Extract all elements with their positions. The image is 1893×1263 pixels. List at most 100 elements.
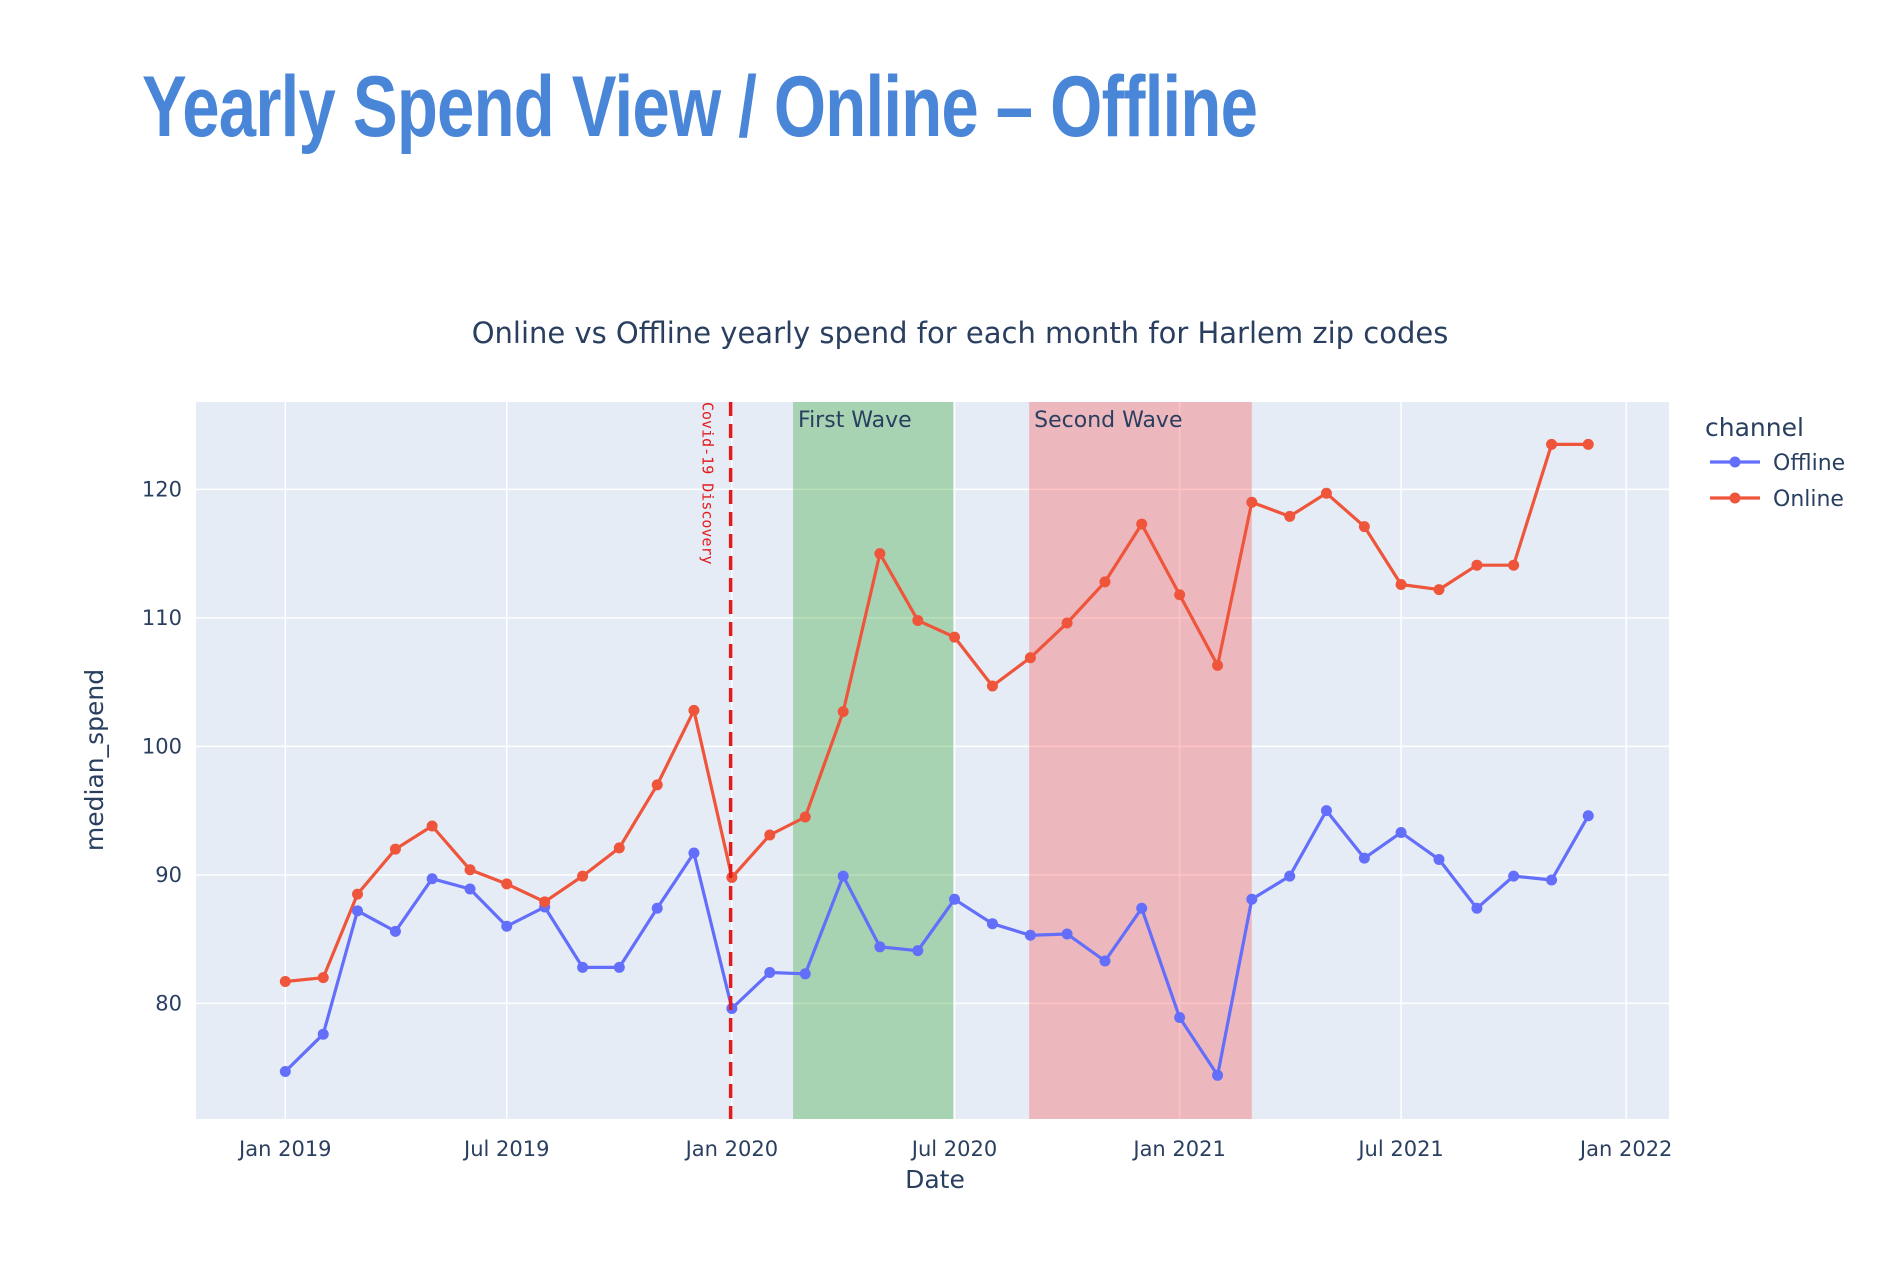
online-point bbox=[1174, 589, 1186, 601]
y-tick-label: 120 bbox=[142, 477, 182, 501]
x-tick-label: Jan 2022 bbox=[1578, 1137, 1673, 1161]
y-tick-label: 100 bbox=[142, 734, 182, 758]
online-point bbox=[577, 870, 589, 882]
online-point bbox=[1136, 518, 1148, 530]
second-wave-label: Second Wave bbox=[1034, 408, 1182, 433]
online-point bbox=[613, 842, 625, 854]
online-point bbox=[949, 631, 961, 643]
online-point bbox=[1099, 576, 1111, 588]
offline-point bbox=[799, 968, 811, 980]
first-wave-label: First Wave bbox=[798, 408, 912, 433]
online-point bbox=[1061, 617, 1073, 629]
online-point bbox=[764, 829, 776, 841]
slide-title: Yearly Spend View / Online – Offline bbox=[142, 59, 1258, 155]
offline-point bbox=[1582, 810, 1594, 822]
offline-point bbox=[1508, 870, 1520, 882]
x-tick-label: Jul 2021 bbox=[1356, 1137, 1443, 1161]
offline-point bbox=[351, 905, 363, 917]
offline-point bbox=[1395, 826, 1407, 838]
offline-point bbox=[389, 925, 401, 937]
online-point bbox=[799, 811, 811, 823]
offline-point bbox=[912, 945, 924, 957]
online-point bbox=[1395, 578, 1407, 590]
offline-point bbox=[688, 847, 700, 859]
x-tick-label: Jul 2020 bbox=[910, 1137, 997, 1161]
wave-bands: First Wave Second Wave bbox=[793, 402, 1252, 1119]
series-markers bbox=[279, 438, 1594, 1081]
offline-point bbox=[764, 967, 776, 979]
offline-point bbox=[279, 1065, 291, 1077]
online-point bbox=[874, 548, 886, 560]
offline-legend-label: Offline bbox=[1773, 451, 1845, 476]
online-point bbox=[501, 878, 513, 890]
online-point bbox=[1212, 659, 1224, 671]
y-tick-label: 80 bbox=[155, 991, 182, 1015]
offline-point bbox=[1174, 1011, 1186, 1023]
offline-point bbox=[426, 873, 438, 885]
y-tick-label: 110 bbox=[142, 606, 182, 630]
online-point bbox=[688, 704, 700, 716]
offline-point bbox=[1246, 893, 1258, 905]
online-point bbox=[1320, 487, 1332, 499]
series-lines bbox=[284, 442, 1590, 1077]
online-point bbox=[279, 976, 291, 988]
y-tick-label: 90 bbox=[155, 863, 182, 887]
offline-point bbox=[949, 893, 961, 905]
online-line bbox=[285, 442, 1589, 984]
offline-point bbox=[874, 941, 886, 953]
offline-point bbox=[1471, 902, 1483, 914]
offline-line bbox=[284, 808, 1590, 1077]
offline-point bbox=[1136, 902, 1148, 914]
online-point bbox=[1284, 510, 1296, 522]
offline-legend-marker bbox=[1729, 456, 1741, 468]
offline-point bbox=[837, 870, 849, 882]
online-point bbox=[912, 614, 924, 626]
offline-point bbox=[1024, 929, 1036, 941]
online-point bbox=[1024, 652, 1036, 664]
offline-point bbox=[651, 902, 663, 914]
online-legend-marker bbox=[1729, 492, 1741, 504]
offline-point bbox=[1284, 870, 1296, 882]
online-point bbox=[389, 843, 401, 855]
x-tick-label: Jan 2020 bbox=[684, 1137, 779, 1161]
online-point bbox=[1358, 521, 1370, 533]
offline-point bbox=[1061, 928, 1073, 940]
offline-point bbox=[613, 961, 625, 973]
offline-point bbox=[1433, 853, 1445, 865]
second-wave-band bbox=[1029, 402, 1252, 1119]
offline-point bbox=[464, 883, 476, 895]
online-point bbox=[651, 779, 663, 791]
covid-line: Covid-19 Discovery bbox=[699, 402, 733, 1119]
online-point bbox=[1582, 438, 1594, 450]
online-legend-label: Online bbox=[1773, 487, 1844, 512]
offline-point bbox=[1320, 805, 1332, 817]
legend-title: channel bbox=[1705, 413, 1804, 442]
x-tick-label: Jan 2021 bbox=[1131, 1137, 1226, 1161]
plot-area bbox=[196, 402, 1669, 1119]
online-point bbox=[986, 680, 998, 692]
online-point bbox=[317, 972, 329, 984]
offline-point bbox=[1212, 1069, 1224, 1081]
covid-discovery-label: Covid-19 Discovery bbox=[699, 402, 717, 565]
online-point bbox=[426, 820, 438, 832]
online-point bbox=[464, 864, 476, 876]
first-wave-band bbox=[793, 402, 954, 1119]
online-point bbox=[1546, 438, 1558, 450]
x-tick-label: Jan 2019 bbox=[237, 1137, 332, 1161]
offline-point bbox=[501, 920, 513, 932]
offline-point bbox=[577, 961, 589, 973]
x-axis-title: Date bbox=[905, 1165, 965, 1194]
x-tick-label: Jul 2019 bbox=[462, 1137, 549, 1161]
offline-point bbox=[1099, 955, 1111, 967]
online-point bbox=[1508, 559, 1520, 571]
legend[interactable]: channel Offline Online bbox=[1705, 413, 1845, 512]
online-point bbox=[351, 888, 363, 900]
y-axis-title: median_spend bbox=[80, 669, 109, 851]
chart-title: Online vs Offline yearly spend for each … bbox=[472, 316, 1449, 350]
online-point bbox=[837, 706, 849, 718]
offline-point bbox=[1358, 852, 1370, 864]
offline-point bbox=[1546, 874, 1558, 886]
online-point bbox=[539, 896, 551, 908]
axis-ticks: 80 90 100 110 120 Jan 2019 Jul 2019 Jan 2020 Jul… bbox=[142, 477, 1673, 1161]
